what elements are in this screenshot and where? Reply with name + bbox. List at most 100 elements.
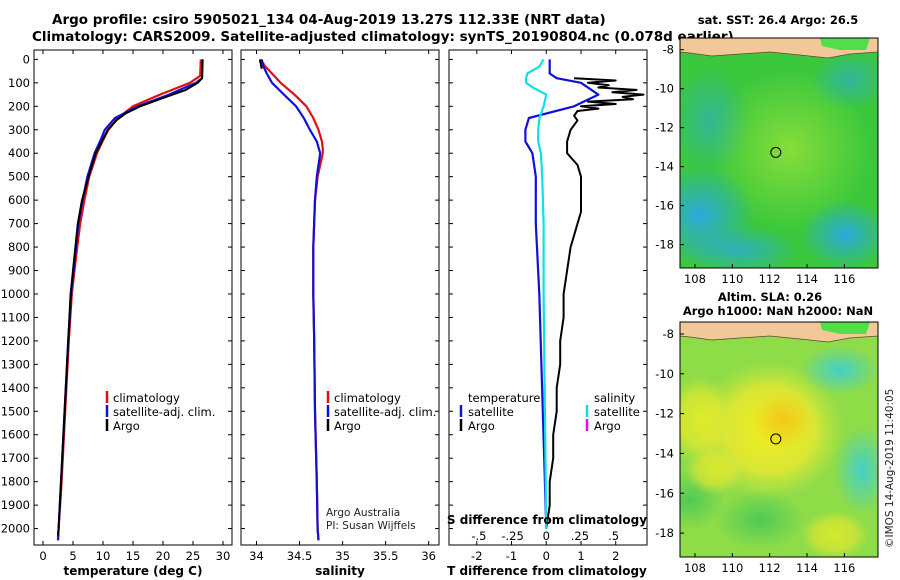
temperature-x-axis: 0 5 10 15 20 25 30 (39, 50, 230, 563)
x-tick-label: 25 (186, 549, 201, 563)
lon-tick-label: 116 (833, 272, 855, 286)
depth-tick-label: 1500 (1, 404, 30, 418)
legend-s-argo-label: Argo (594, 419, 621, 433)
legend-climatology-label: climatology (113, 391, 180, 405)
lon-tick-label: 110 (721, 272, 743, 286)
series-temperature-satellite (524, 59, 600, 529)
lat-tick-label: -16 (655, 199, 674, 213)
depth-tick-label: 1200 (1, 334, 30, 348)
depth-tick-label: 300 (8, 123, 30, 137)
lon-tick-label: 108 (684, 561, 706, 575)
x-tick-label: 0 (39, 549, 46, 563)
lat-tick-label: -14 (655, 446, 674, 460)
depth-tick-label: 1100 (1, 310, 30, 324)
x-tick-label: -1 (506, 549, 517, 563)
lon-tick-label: 108 (684, 272, 706, 286)
lat-tick-label: -12 (655, 121, 674, 135)
depth-tick-label: 700 (8, 217, 30, 231)
difference-axes-frame (448, 49, 648, 546)
lat-tick-label: -18 (655, 526, 674, 540)
lat-tick-label: -14 (655, 160, 674, 174)
lon-tick-label: 114 (796, 561, 818, 575)
lat-tick-label: -16 (655, 486, 674, 500)
figure-title-line2: Climatology: CARS2009. Satellite-adjuste… (32, 29, 734, 45)
salinity-legend: climatology satellite-adj. clim. Argo (326, 391, 436, 433)
depth-tick-label: 1000 (1, 287, 30, 301)
lat-tick-label: -12 (655, 407, 674, 421)
lat-tick-label: -8 (663, 327, 674, 341)
t-difference-label: T difference from climatology (447, 564, 647, 578)
x-tick-label: 15 (126, 549, 141, 563)
figure-title-line1: Argo profile: csiro 5905021_134 04-Aug-2… (52, 12, 606, 28)
x-tick-label: 30 (216, 549, 231, 563)
sst-map-frame (679, 37, 879, 269)
series-salinity-satellite (524, 58, 548, 529)
salinity-x-label: salinity (315, 564, 365, 578)
x-tick-label: 34.5 (287, 549, 313, 563)
legend-satellite-label: satellite-adj. clim. (113, 405, 215, 419)
lat-tick-label: -8 (663, 43, 674, 57)
sla-map: Altim. SLA: 0.26 Argo h1000: NaN h2000: … (655, 290, 879, 575)
lon-tick-label: 116 (833, 561, 855, 575)
depth-tick-label: 1300 (1, 357, 30, 371)
lat-tick-label: -18 (655, 238, 674, 252)
sla-map-frame (679, 321, 879, 558)
depth-tick-label: 200 (8, 99, 30, 113)
difference-panel: -2 -1 0 1 2 -.5 -.25 0 .25 .5 S difference from … (447, 49, 648, 578)
salinity-x-axis: 34 34.5 35 35.5 36 (249, 50, 436, 563)
depth-tick-label: 1800 (1, 475, 30, 489)
s-difference-label: S difference from climatology (447, 513, 647, 527)
series-climatology (56, 59, 202, 541)
x-tick-label: 35.5 (373, 549, 399, 563)
legend-temperature-heading: temperature (468, 391, 540, 405)
lon-tick-label: 114 (796, 272, 818, 286)
depth-tick-label: 0 (23, 52, 30, 66)
x-tick-label: 1 (577, 549, 584, 563)
credit-line2: PI: Susan Wijffels (326, 520, 416, 532)
depth-tick-label: 100 (8, 76, 30, 90)
legend-climatology-label: climatology (334, 391, 401, 405)
t-difference-x-axis: -2 -1 0 1 2 (471, 50, 619, 563)
s-tick-label: .5 (608, 529, 619, 543)
x-tick-label: 20 (156, 549, 171, 563)
x-tick-label: 10 (96, 549, 111, 563)
salinity-axes-frame (240, 49, 440, 546)
legend-t-satellite-label: satellite (468, 405, 514, 419)
series-satellite-adj-clim- (56, 59, 204, 541)
sst-map-title: sat. SST: 26.4 Argo: 26.5 (698, 13, 858, 27)
s-tick-label: .25 (571, 529, 589, 543)
sst-map: sat. SST: 26.4 Argo: 26.5 108 110 112 114 11… (655, 13, 879, 286)
legend-s-satellite-label: satellite (594, 405, 640, 419)
legend-argo-label: Argo (334, 419, 361, 433)
temperature-legend: climatology satellite-adj. clim. Argo (105, 391, 215, 433)
s-difference-x-axis: -.5 -.25 0 .25 .5 (471, 529, 619, 543)
lat-tick-label: -10 (655, 82, 674, 96)
depth-tick-label: 1700 (1, 451, 30, 465)
temperature-panel: 0100200300400500600700800900100011001200… (1, 49, 233, 578)
credit-line1: Argo Australia (326, 507, 400, 519)
x-tick-label: 34 (249, 549, 264, 563)
depth-tick-label: 800 (8, 240, 30, 254)
x-tick-label: 2 (612, 549, 619, 563)
argo-float-marker (770, 433, 782, 445)
depth-tick-label: 1400 (1, 381, 30, 395)
series-argo (57, 59, 204, 536)
difference-profiles (524, 58, 645, 529)
difference-depth-ticks (449, 58, 647, 530)
salinity-panel: 34 34.5 35 35.5 36 salinity climatology sate… (240, 49, 440, 578)
depth-tick-label: 500 (8, 170, 30, 184)
difference-legend: temperature satellite Argo salinity sate… (459, 391, 640, 433)
s-tick-label: -.25 (501, 529, 523, 543)
lon-tick-label: 112 (759, 561, 781, 575)
legend-t-argo-label: Argo (468, 419, 495, 433)
legend-salinity-heading: salinity (594, 391, 635, 405)
series-temperature-argo (545, 77, 645, 529)
x-tick-label: -2 (471, 549, 482, 563)
lon-tick-label: 110 (721, 561, 743, 575)
depth-tick-label: 1900 (1, 498, 30, 512)
salinity-profiles (258, 58, 324, 541)
series-argo (258, 59, 263, 69)
depth-axis: 0 100 200 300 400 500 600 700 800 900 1000 1100 1200… (1, 52, 232, 536)
temperature-axes-frame (33, 49, 233, 546)
